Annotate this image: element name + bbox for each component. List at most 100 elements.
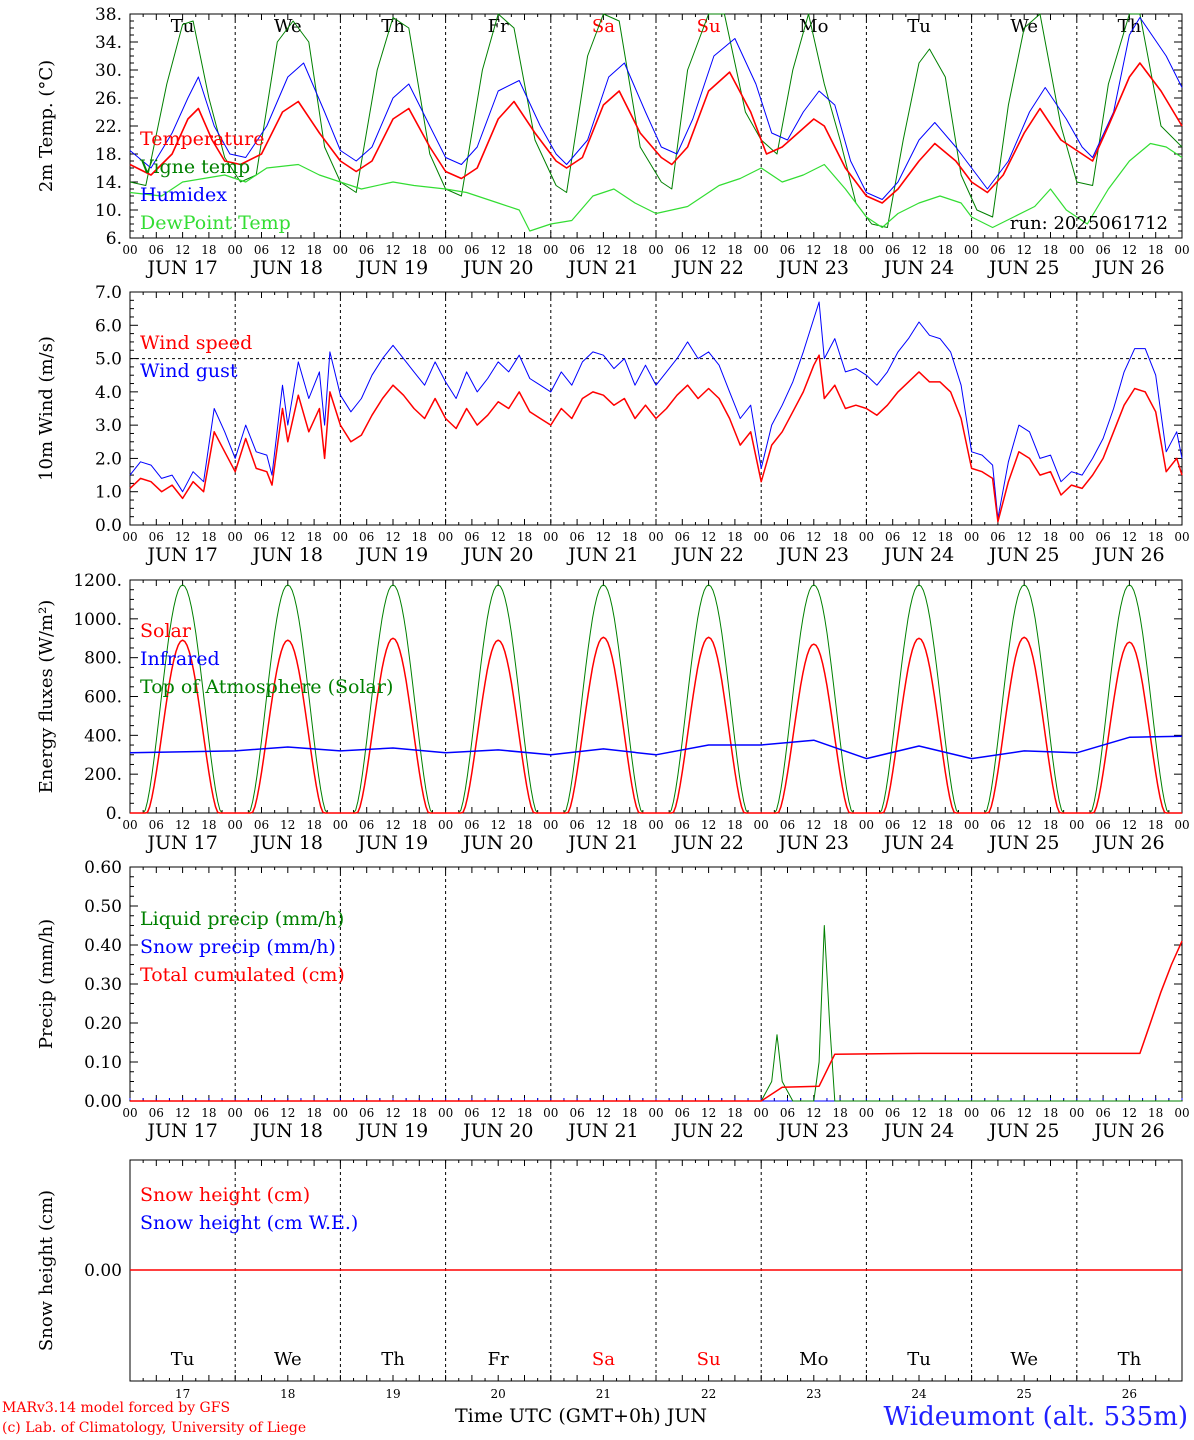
hour-tick-label: 18 bbox=[201, 530, 216, 544]
hour-tick-label: 12 bbox=[701, 243, 716, 257]
dewpoint-line bbox=[129, 142, 1183, 232]
hour-tick-label: 00 bbox=[122, 530, 137, 544]
hour-tick-label: 18 bbox=[938, 530, 953, 544]
day-number-label: 26 bbox=[1122, 1387, 1137, 1401]
hour-tick-label: 18 bbox=[622, 243, 637, 257]
y-tick-label: 6.0 bbox=[95, 316, 122, 336]
hour-tick-label: 18 bbox=[1043, 530, 1058, 544]
lab-credit: (c) Lab. of Climatology, University of L… bbox=[2, 1420, 307, 1436]
hour-tick-label: 18 bbox=[727, 243, 742, 257]
date-label: JUN 26 bbox=[1092, 832, 1164, 854]
y-axis-label: Energy fluxes (W/m²) bbox=[36, 600, 57, 794]
hour-tick-label: 00 bbox=[543, 1106, 558, 1120]
weekday-label: Fr bbox=[488, 16, 509, 37]
hour-tick-label: 06 bbox=[780, 530, 795, 544]
y-tick-label: 5.0 bbox=[95, 350, 122, 370]
hour-tick-label: 06 bbox=[464, 1106, 479, 1120]
hour-tick-label: 18 bbox=[832, 818, 847, 832]
weekday-label: Th bbox=[381, 16, 405, 37]
vigne-temp-line bbox=[129, 13, 1183, 228]
date-label: JUN 17 bbox=[145, 544, 217, 566]
hour-tick-label: 00 bbox=[754, 1106, 769, 1120]
hour-tick-label: 12 bbox=[491, 818, 506, 832]
hour-tick-label: 06 bbox=[569, 818, 584, 832]
x-axis-label: Time UTC (GMT+0h) JUN bbox=[455, 1405, 707, 1427]
hour-tick-label: 06 bbox=[885, 530, 900, 544]
hour-tick-label: 18 bbox=[1148, 243, 1163, 257]
hour-tick-label: 06 bbox=[1095, 818, 1110, 832]
date-label: JUN 24 bbox=[882, 1120, 954, 1142]
hour-tick-label: 00 bbox=[122, 1106, 137, 1120]
y-tick-label: 200. bbox=[84, 765, 122, 785]
y-tick-label: 0.60 bbox=[84, 858, 122, 878]
hour-tick-label: 18 bbox=[832, 530, 847, 544]
y-tick-label: 0.0 bbox=[95, 516, 122, 536]
hour-tick-label: 00 bbox=[648, 818, 663, 832]
date-label: JUN 23 bbox=[777, 544, 849, 566]
hour-tick-label: 12 bbox=[175, 818, 190, 832]
hour-tick-label: 06 bbox=[1095, 530, 1110, 544]
hour-tick-label: 12 bbox=[1122, 243, 1137, 257]
hour-tick-label: 18 bbox=[412, 243, 427, 257]
hour-tick-label: 18 bbox=[306, 243, 321, 257]
legend-entry: Infrared bbox=[140, 648, 220, 670]
day-number-label: 22 bbox=[701, 1387, 716, 1401]
hour-tick-label: 12 bbox=[1122, 530, 1137, 544]
hour-tick-label: 06 bbox=[780, 818, 795, 832]
hour-tick-label: 00 bbox=[754, 530, 769, 544]
hour-tick-label: 00 bbox=[543, 530, 558, 544]
weekday-label: Th bbox=[381, 1349, 405, 1370]
panel-frame bbox=[129, 13, 1183, 239]
legend-entry: Wind gust bbox=[140, 360, 238, 382]
date-label: JUN 19 bbox=[356, 544, 428, 566]
y-tick-label: 34. bbox=[95, 33, 122, 53]
hour-tick-label: 00 bbox=[1069, 1106, 1084, 1120]
infrared-line bbox=[129, 735, 1183, 760]
hour-tick-label: 00 bbox=[1069, 818, 1084, 832]
hour-tick-label: 18 bbox=[622, 530, 637, 544]
y-tick-label: 1.0 bbox=[95, 483, 122, 503]
hour-tick-label: 18 bbox=[1148, 1106, 1163, 1120]
hour-tick-label: 00 bbox=[438, 243, 453, 257]
hour-tick-label: 12 bbox=[1017, 530, 1032, 544]
hour-tick-label: 06 bbox=[149, 243, 164, 257]
hour-tick-label: 00 bbox=[122, 243, 137, 257]
hour-tick-label: 06 bbox=[675, 1106, 690, 1120]
date-label: JUN 19 bbox=[356, 1120, 428, 1142]
date-label: JUN 24 bbox=[882, 832, 954, 854]
hour-tick-label: 12 bbox=[806, 243, 821, 257]
hour-tick-label: 18 bbox=[1148, 530, 1163, 544]
hour-tick-label: 18 bbox=[201, 243, 216, 257]
hour-tick-label: 18 bbox=[517, 243, 532, 257]
hour-tick-label: 06 bbox=[569, 243, 584, 257]
hour-tick-label: 06 bbox=[990, 243, 1005, 257]
y-tick-label: 0.00 bbox=[84, 1261, 122, 1281]
hour-tick-label: 12 bbox=[911, 530, 926, 544]
y-tick-label: 6. bbox=[106, 229, 122, 249]
hour-tick-label: 12 bbox=[596, 530, 611, 544]
hour-tick-label: 00 bbox=[122, 818, 137, 832]
hour-tick-label: 18 bbox=[938, 243, 953, 257]
hour-tick-label: 06 bbox=[569, 1106, 584, 1120]
legend-entry: DewPoint Temp bbox=[140, 212, 291, 234]
liquid-precip-line bbox=[130, 925, 1182, 1102]
weekday-label: Mo bbox=[799, 16, 828, 37]
hour-tick-label: 12 bbox=[911, 243, 926, 257]
legend-entry: Wind speed bbox=[140, 332, 252, 354]
date-label: JUN 18 bbox=[251, 1120, 323, 1142]
hour-tick-label: 12 bbox=[491, 243, 506, 257]
legend-entry: Solar bbox=[140, 620, 192, 642]
legend-entry: Temperature bbox=[140, 128, 264, 150]
hour-tick-label: 12 bbox=[280, 530, 295, 544]
weekday-label: We bbox=[274, 16, 302, 37]
hour-tick-label: 00 bbox=[333, 1106, 348, 1120]
hour-tick-label: 18 bbox=[622, 818, 637, 832]
hour-tick-label: 06 bbox=[149, 530, 164, 544]
y-tick-label: 0.30 bbox=[84, 975, 122, 995]
hour-tick-label: 18 bbox=[1043, 243, 1058, 257]
hour-tick-label: 12 bbox=[491, 1106, 506, 1120]
hour-tick-label: 18 bbox=[306, 530, 321, 544]
hour-tick-label: 18 bbox=[412, 818, 427, 832]
hour-tick-label: 18 bbox=[306, 1106, 321, 1120]
